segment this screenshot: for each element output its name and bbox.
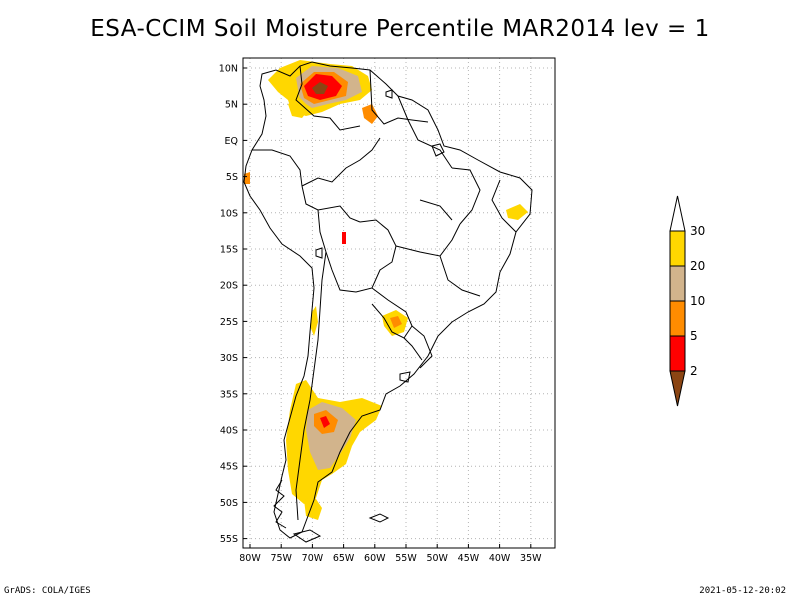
shade-paraguay-orange	[390, 316, 402, 328]
colorbar-top-arrow	[669, 195, 686, 232]
percentile-shading	[244, 60, 528, 520]
lat-label-15S: 15S	[220, 245, 238, 256]
lon-label-45W: 45W	[458, 553, 480, 564]
shade-bolivia-red	[342, 232, 346, 244]
chile-fjords	[273, 479, 287, 529]
shade-brazil-ne-gold	[506, 204, 528, 220]
coastlines-and-borders	[243, 61, 533, 543]
lat-label-25S: 25S	[220, 317, 238, 328]
shade-guyana-orange	[362, 104, 378, 124]
border-colombia-brazil	[301, 137, 381, 187]
lat-label-30S: 30S	[220, 353, 238, 364]
shade-chubut-gold	[304, 496, 322, 520]
colorbar-box	[669, 265, 686, 302]
shade-northchile-gold	[296, 400, 304, 420]
shade-ecuador-orange	[244, 172, 250, 184]
colorbar-box	[669, 300, 686, 337]
colorbar-label-30: 30	[690, 224, 705, 238]
lat-label-40S: 40S	[220, 426, 238, 437]
footer-timestamp: 2021-05-12-20:02	[699, 586, 786, 596]
lat-label-5N: 5N	[225, 100, 238, 111]
border-brazil-states-6	[419, 199, 453, 221]
shade-venezuela-brown	[312, 82, 328, 94]
shade-patagonia-red	[320, 416, 330, 428]
lat-label-55S: 55S	[220, 534, 238, 545]
lat-label-10N: 10N	[219, 64, 238, 75]
border-paraguay	[371, 287, 413, 339]
colorbar-label-5: 5	[690, 329, 698, 343]
lon-label-50W: 50W	[426, 553, 448, 564]
lon-label-65W: 65W	[333, 553, 355, 564]
lat-label-50S: 50S	[220, 498, 238, 509]
lake-titicaca	[315, 247, 323, 259]
colorbar-label-10: 10	[690, 294, 705, 308]
island-trinidad	[385, 89, 393, 99]
longitude-labels: 80W 75W 70W 65W 60W 55W 50W 45W 40W 35W	[239, 544, 542, 564]
footer-credit: GrADS: COLA/IGES	[4, 586, 91, 596]
border-brazil-states-3	[395, 223, 461, 257]
border-brazil-states-1	[397, 95, 453, 169]
border-brazil-states-5	[491, 179, 517, 233]
border-peru-brazil	[301, 185, 361, 223]
plot-frame	[242, 57, 556, 549]
border-brazil-states-2	[451, 167, 481, 225]
gridlines	[243, 58, 555, 548]
lake-mirim	[399, 371, 411, 383]
lat-label-EQ: EQ	[225, 136, 238, 147]
colorbar-label-2: 2	[690, 364, 698, 378]
lat-label-35S: 35S	[220, 389, 238, 400]
continent-outline	[243, 61, 533, 539]
border-bolivia	[317, 209, 397, 293]
colorbar-label-20: 20	[690, 259, 705, 273]
lat-label-20S: 20S	[220, 281, 238, 292]
lon-label-80W: 80W	[239, 553, 261, 564]
border-guyanas	[369, 69, 429, 125]
island-tierra-del-fuego	[292, 529, 322, 543]
lon-label-75W: 75W	[270, 553, 292, 564]
lon-label-70W: 70W	[302, 553, 324, 564]
border-colombia-venezuela	[295, 65, 361, 131]
border-brazil-states-4	[439, 255, 481, 297]
lon-label-60W: 60W	[364, 553, 386, 564]
latitude-labels: 10N 5N EQ 5S 10S 15S 20S 25S 30S 35S 40S 45S 50S 55S	[219, 64, 247, 545]
border-argentina-brazil	[411, 325, 433, 369]
lon-label-35W: 35W	[520, 553, 542, 564]
shade-colombia-gold	[288, 98, 310, 118]
island-marajo	[431, 143, 445, 157]
lon-label-55W: 55W	[395, 553, 417, 564]
border-chile-argentina	[295, 251, 327, 521]
colorbar-box	[669, 230, 686, 267]
lat-label-10S: 10S	[220, 208, 238, 219]
map-title: ESA-CCIM Soil Moisture Percentile MAR201…	[90, 16, 710, 42]
colorbar: 2 5 10 20 30	[669, 195, 705, 407]
lon-label-40W: 40W	[489, 553, 511, 564]
colorbar-box	[669, 335, 686, 372]
lat-label-45S: 45S	[220, 462, 238, 473]
border-ecuador-peru	[252, 149, 303, 187]
lat-label-5S: 5S	[226, 172, 238, 183]
border-uruguay	[403, 337, 423, 361]
island-falklands	[368, 513, 390, 523]
colorbar-bottom-arrow	[669, 370, 686, 407]
